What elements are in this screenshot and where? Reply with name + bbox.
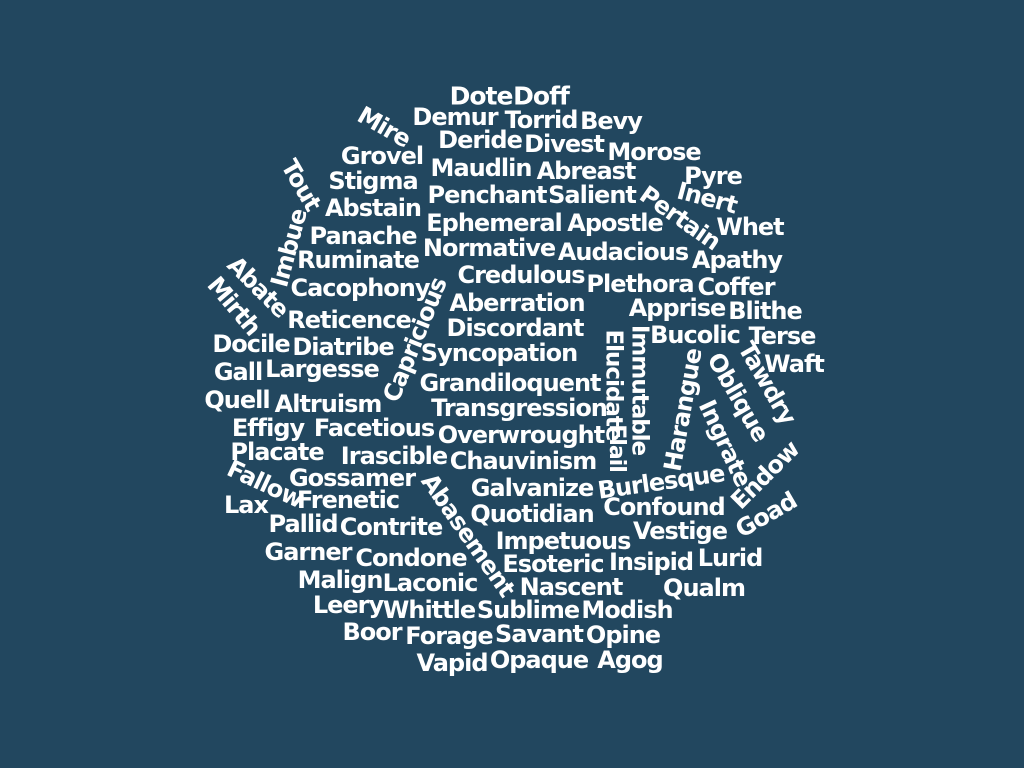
word-audacious: Audacious (557, 238, 689, 266)
word-tout: Tout (275, 154, 327, 216)
word-pallid: Pallid (268, 510, 339, 538)
word-demur: Demur (412, 103, 498, 131)
word-contrite: Contrite (339, 513, 443, 541)
word-frenetic: Frenetic (296, 486, 400, 514)
word-ephemeral: Ephemeral (426, 209, 562, 237)
word-nascent: Nascent (519, 573, 624, 601)
word-gall: Gall (213, 358, 263, 386)
word-whittle: Whittle (382, 596, 476, 624)
word-plethora: Plethora (586, 270, 694, 298)
word-vestige: Vestige (633, 517, 728, 545)
word-diatribe: Diatribe (292, 333, 394, 361)
word-maudlin: Maudlin (430, 154, 533, 182)
word-grovel: Grovel (340, 142, 424, 170)
word-panache: Panache (309, 222, 417, 250)
word-garner: Garner (264, 538, 353, 566)
word-effigy: Effigy (231, 414, 305, 442)
word-gossamer: Gossamer (288, 464, 416, 492)
word-apathy: Apathy (691, 246, 783, 274)
word-bevy: Bevy (580, 107, 643, 135)
word-savant: Savant (495, 620, 584, 648)
word-salient: Salient (548, 181, 637, 209)
word-terse: Terse (748, 322, 817, 350)
word-sublime: Sublime (476, 596, 580, 624)
word-condone: Condone (355, 544, 467, 572)
word-coffer: Coffer (697, 273, 775, 301)
word-forage: Forage (405, 622, 493, 650)
word-leery: Leery (312, 591, 384, 619)
word-boor: Boor (342, 618, 402, 646)
word-grandiloquent: Grandiloquent (419, 369, 601, 397)
word-stigma: Stigma (328, 167, 418, 195)
word-normative: Normative (422, 234, 556, 262)
word-abreast: Abreast (536, 157, 637, 185)
word-deride: Deride (438, 126, 523, 154)
word-overwrought: Overwrought (437, 421, 605, 449)
word-docile: Docile (212, 330, 290, 358)
word-opine: Opine (585, 621, 661, 649)
word-waft: Waft (764, 350, 825, 378)
word-flail: Flail (604, 424, 629, 472)
word-malign: Malign (297, 566, 384, 594)
word-facetious: Facetious (313, 414, 435, 442)
word-lurid: Lurid (697, 544, 764, 572)
word-torrid: Torrid (504, 106, 579, 134)
word-placate: Placate (230, 438, 324, 466)
word-ruminate: Ruminate (297, 246, 420, 274)
word-pyre: Pyre (684, 162, 743, 190)
word-whet: Whet (716, 213, 784, 241)
word-discordant: Discordant (446, 314, 585, 342)
word-insipid: Insipid (608, 548, 694, 576)
word-esoteric: Esoteric (502, 550, 604, 578)
word-apostle: Apostle (567, 209, 664, 237)
word-impetuous: Impetuous (495, 527, 632, 555)
word-chauvinism: Chauvinism (449, 447, 597, 475)
word-quotidian: Quotidian (470, 500, 594, 528)
word-divest: Divest (524, 130, 605, 158)
word-transgression: Transgression (431, 394, 608, 422)
word-doff: Doff (513, 81, 570, 111)
word-abstain: Abstain (324, 194, 422, 222)
word-vapid: Vapid (416, 649, 488, 677)
word-confound: Confound (603, 493, 725, 521)
word-dote: Dote (449, 81, 514, 111)
word-irascible: Irascible (340, 442, 448, 470)
word-penchant: Penchant (427, 181, 547, 209)
word-syncopation: Syncopation (420, 339, 578, 367)
word-laconic: Laconic (382, 569, 479, 597)
word-opaque: Opaque (489, 646, 589, 674)
word-credulous: Credulous (457, 261, 585, 289)
word-lax: Lax (224, 491, 269, 519)
word-morose: Morose (607, 138, 701, 166)
word-agog: Agog (597, 646, 663, 674)
word-aberration: Aberration (449, 289, 585, 317)
word-blithe: Blithe (728, 297, 803, 325)
word-modish: Modish (581, 596, 673, 624)
word-apprise: Apprise (628, 294, 727, 322)
word-quell: Quell (204, 386, 270, 414)
word-qualm: Qualm (663, 574, 746, 602)
word-galvanize: Galvanize (470, 474, 595, 502)
word-immutable: Immutable (626, 324, 653, 456)
word-reticence: Reticence (287, 306, 412, 334)
word-cacophony: Cacophony (290, 274, 430, 302)
word-bucolic: Bucolic (650, 321, 741, 349)
word-largesse: Largesse (265, 355, 380, 383)
word-altruism: Altruism (274, 390, 383, 418)
